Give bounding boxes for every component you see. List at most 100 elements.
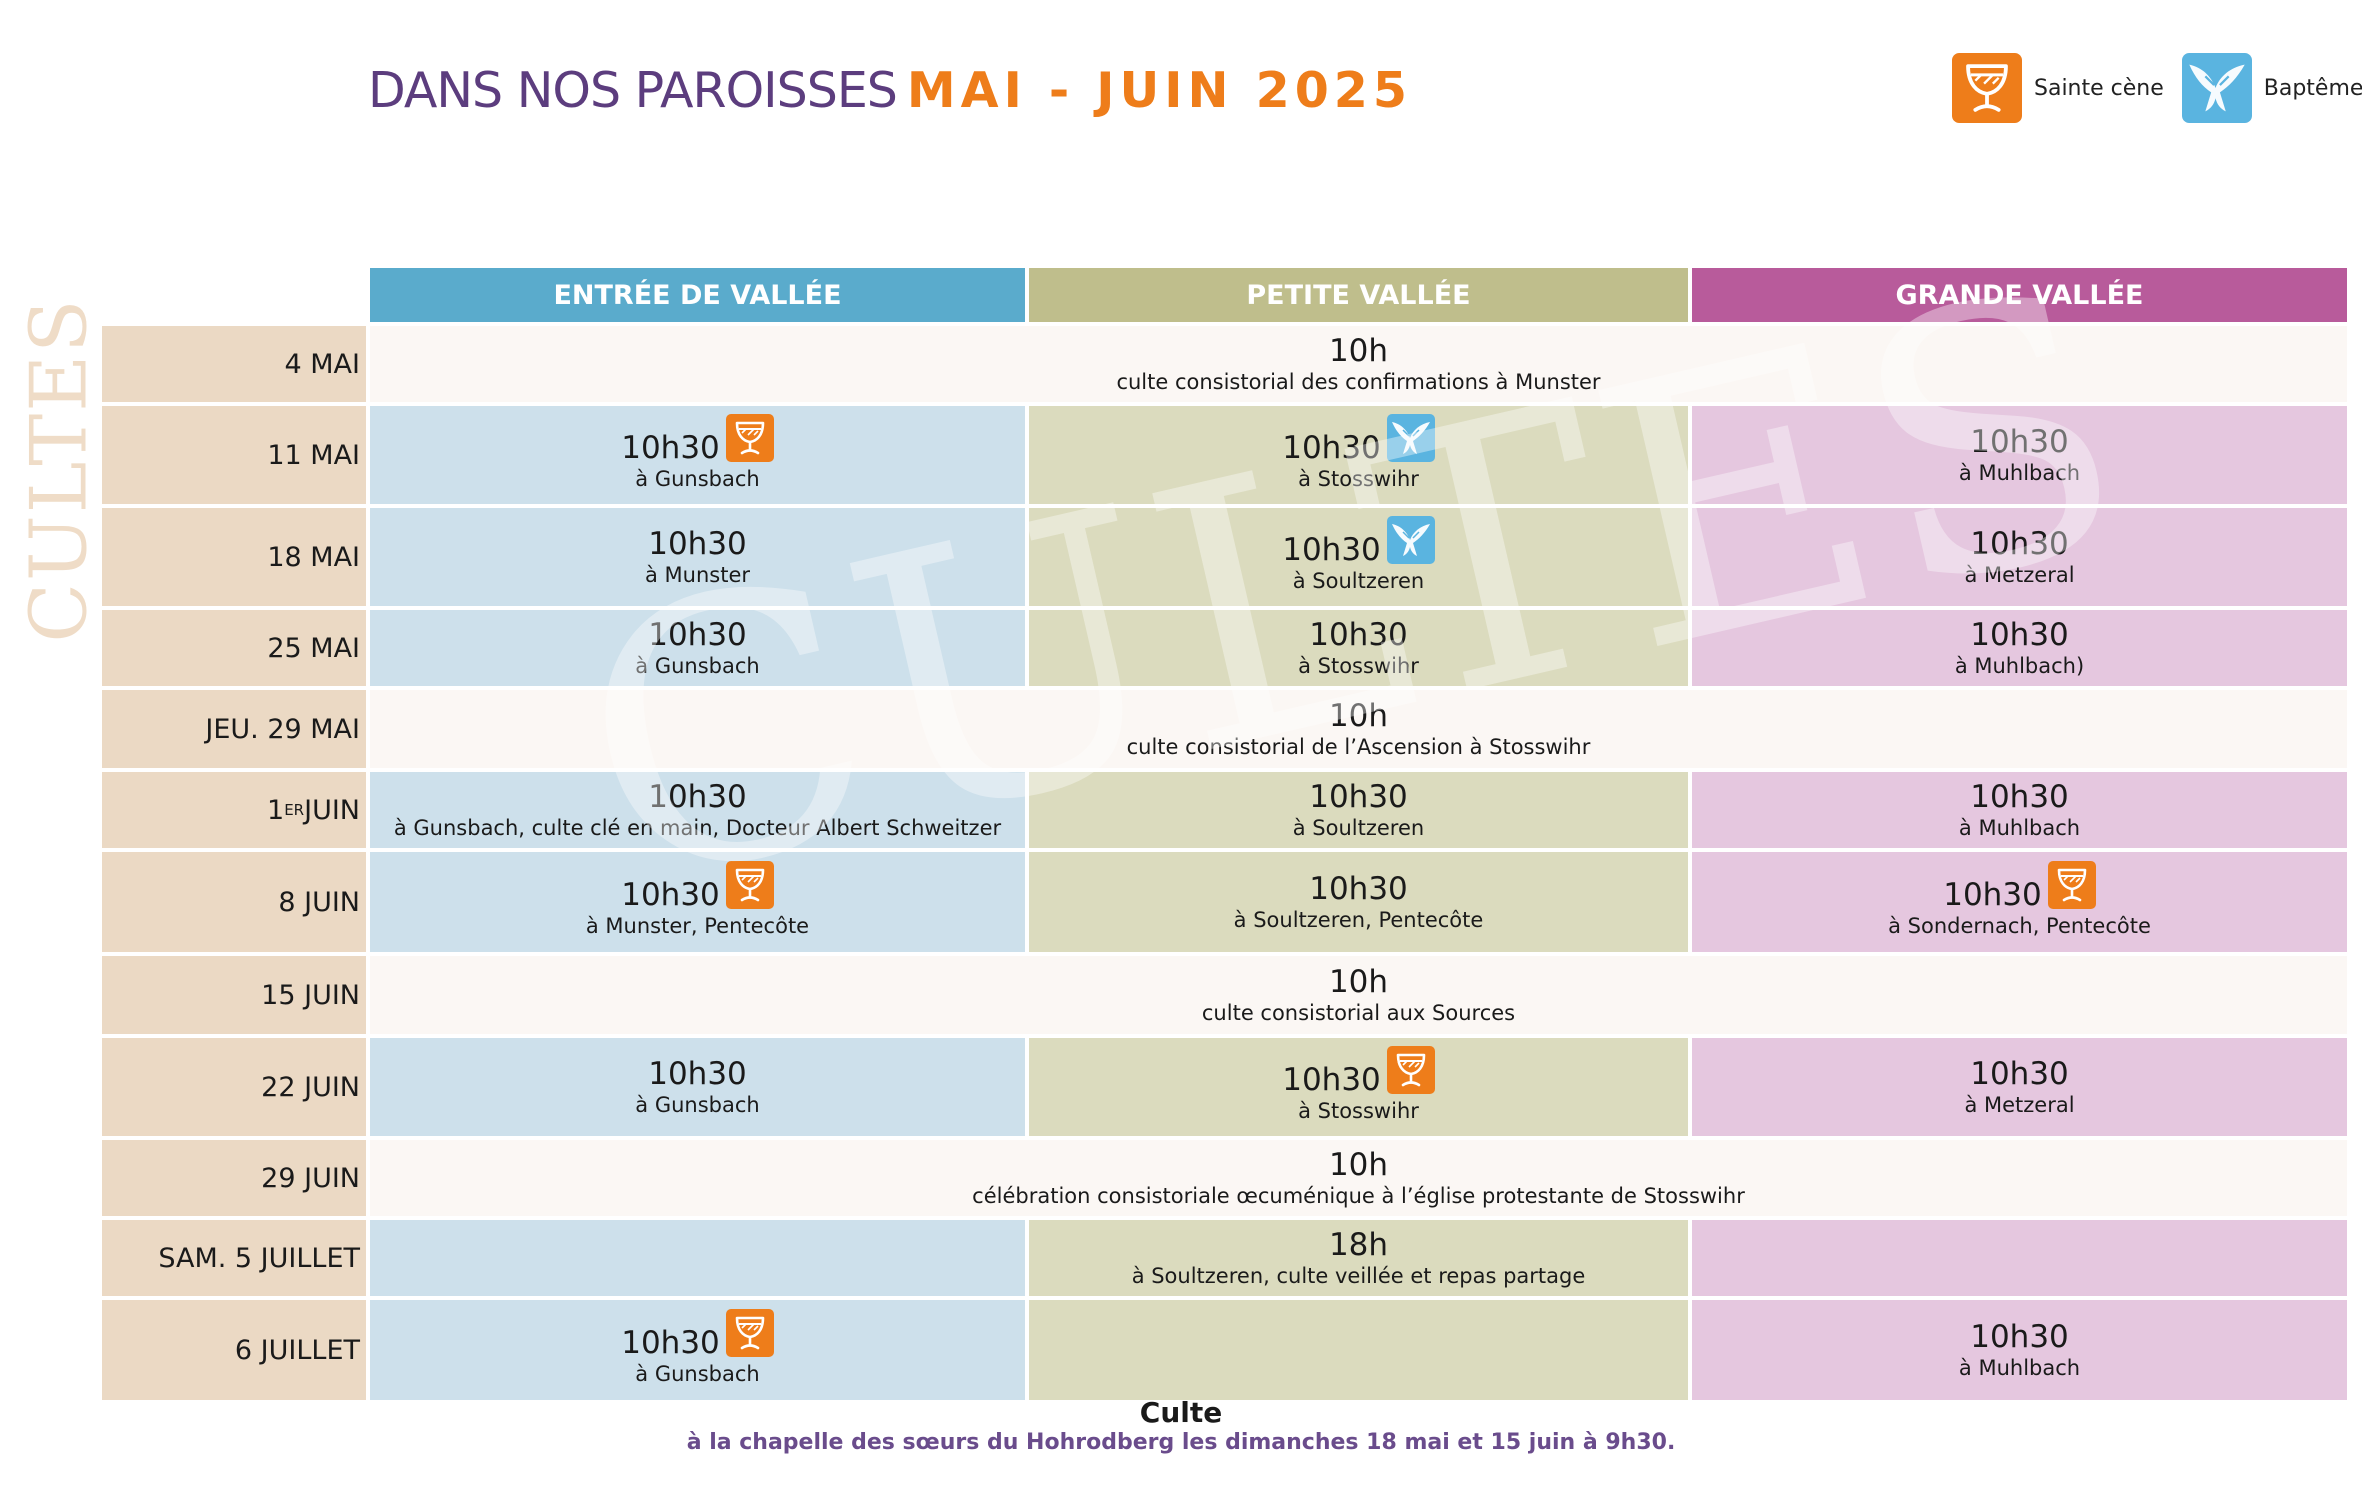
service-location: culte consistorial de l’Ascension à Stos…: [1126, 734, 1591, 759]
cell-petite-vallee: 10h30 à Soultzeren, Pentecôte: [1029, 852, 1688, 952]
row-date: 11 MAI: [102, 406, 366, 504]
page-title: DANS NOS PAROISSES MAI - JUIN 2025: [368, 62, 1412, 119]
service-location: à Stosswihr: [1298, 653, 1419, 678]
service-time: 10h30: [648, 525, 747, 562]
time-row: 10h30: [1282, 413, 1435, 466]
cell-entree-de-vallee: 10h30 à Gunsbach, culte clé en main, Doct…: [370, 772, 1025, 848]
footer-title: Culte: [1139, 1396, 1223, 1429]
service-location: culte consistorial des confirmations à M…: [1116, 369, 1601, 394]
service-location: à Muhlbach: [1958, 1355, 2081, 1380]
time-row: 10h: [1329, 333, 1388, 369]
chalice-icon: [725, 860, 774, 909]
cell-grande-vallee: 10h30 à Muhlbach: [1692, 406, 2347, 504]
service-time: 10h30: [1970, 1055, 2069, 1092]
time-row: 10h: [1329, 964, 1388, 1000]
schedule-grid: ENTRÉE DE VALLÉE PETITE VALLÉE GRANDE VA…: [102, 268, 2347, 1400]
chalice-icon: [1386, 1045, 1435, 1094]
service-location: à Gunsbach, culte clé en main, Docteur A…: [393, 815, 1002, 840]
time-row: 10h30: [1970, 779, 2069, 815]
date-text: 8 JUIN: [278, 886, 360, 918]
title-prefix: DANS NOS PAROISSES: [368, 62, 898, 119]
service-location: à Gunsbach: [635, 1092, 760, 1117]
service-location: à Metzeral: [1964, 1092, 2075, 1117]
service-time: 10h: [1328, 332, 1389, 369]
service-location: à Muhlbach: [1958, 815, 2081, 840]
service-time: 10h30: [1309, 616, 1408, 653]
cell-petite-vallee: 10h30 à Soultzeren: [1029, 772, 1688, 848]
row-date: 15 JUIN: [102, 956, 366, 1034]
service-time: 10h30: [1282, 429, 1381, 466]
cell-entree-de-vallee: 10h30 à Gunsbach: [370, 610, 1025, 686]
service-time: 10h30: [648, 616, 747, 653]
date-superscript: ER: [284, 801, 305, 819]
legend-item-sainte-cene: Sainte cène: [1952, 52, 2164, 124]
date-text: 25 MAI: [267, 632, 360, 664]
consistorial-service-cell: 10h culte consistorial aux Sources: [370, 956, 2347, 1034]
side-label: CULTES: [15, 297, 106, 643]
row-date: 25 MAI: [102, 610, 366, 686]
cell-grande-vallee: [1692, 1220, 2347, 1296]
cell-entree-de-vallee: 10h30 à Gunsbach: [370, 1038, 1025, 1136]
row-date: 1 ER JUIN: [102, 772, 366, 848]
legend-label-sainte-cene: Sainte cène: [2034, 75, 2164, 101]
chalice-icon: [1952, 53, 2022, 123]
cell-petite-vallee: 10h30 à Stosswihr: [1029, 406, 1688, 504]
cell-petite-vallee: 18h à Soultzeren, culte veillée et repas …: [1029, 1220, 1688, 1296]
service-time: 10h30: [648, 778, 747, 815]
service-location: à Munster, Pentecôte: [585, 913, 810, 938]
time-row: 10h30: [1970, 1319, 2069, 1355]
service-location: à Stosswihr: [1298, 466, 1419, 491]
consistorial-service-cell: 10h culte consistorial des confirmations …: [370, 326, 2347, 402]
time-row: 10h30: [648, 617, 747, 653]
service-time: 10h30: [1970, 525, 2069, 562]
service-time: 10h: [1328, 1146, 1389, 1183]
footer-text: à la chapelle des sœurs du Hohrodberg le…: [686, 1430, 1676, 1455]
date-text: 4 MAI: [284, 348, 361, 380]
service-time: 10h30: [1309, 870, 1408, 907]
legend-label-bapteme: Baptême: [2263, 75, 2362, 101]
service-time: 10h30: [1970, 1318, 2069, 1355]
time-row: 10h30: [1970, 1056, 2069, 1092]
time-row: 10h30: [1309, 779, 1408, 815]
cell-grande-vallee: 10h30 à Metzeral: [1692, 1038, 2347, 1136]
dove-icon: [1386, 515, 1435, 564]
column-header-entree-de-vallee: ENTRÉE DE VALLÉE: [370, 268, 1025, 322]
time-row: 10h30: [1970, 424, 2069, 460]
service-time: 10h30: [1970, 778, 2069, 815]
cell-grande-vallee: 10h30 à Muhlbach: [1692, 1300, 2347, 1400]
cell-entree-de-vallee: 10h30 à Gunsbach: [370, 1300, 1025, 1400]
dove-icon: [1386, 413, 1435, 462]
row-date: SAM. 5 JUILLET: [102, 1220, 366, 1296]
dove-icon: [2181, 53, 2252, 123]
service-time: 10h30: [621, 1324, 720, 1361]
date-text: 11 MAI: [267, 439, 360, 471]
service-time: 10h30: [648, 1055, 747, 1092]
service-location: célébration consistoriale œcuménique à l…: [972, 1183, 1745, 1208]
service-location: à Metzeral: [1964, 562, 2075, 587]
time-row: 10h30: [648, 779, 747, 815]
time-row: 10h: [1329, 1147, 1388, 1183]
time-row: 10h30: [1282, 515, 1435, 568]
header-spacer: [102, 268, 366, 322]
cell-grande-vallee: 10h30 à Muhlbach: [1692, 772, 2347, 848]
time-row: 10h30: [1943, 860, 2096, 913]
date-text: SAM. 5 JUILLET: [158, 1242, 360, 1274]
cell-petite-vallee: 10h30 à Soultzeren: [1029, 508, 1688, 606]
row-date: 4 MAI: [102, 326, 366, 402]
chalice-icon: [2047, 860, 2096, 909]
service-time: 10h30: [1282, 1061, 1381, 1098]
service-time: 10h: [1328, 697, 1389, 734]
cell-grande-vallee: 10h30 à Sondernach, Pentecôte: [1692, 852, 2347, 952]
chalice-icon: [725, 1308, 774, 1357]
row-date: 8 JUIN: [102, 852, 366, 952]
row-date: JEU. 29 MAI: [102, 690, 366, 768]
row-date: 22 JUIN: [102, 1038, 366, 1136]
time-row: 10h: [1329, 698, 1388, 734]
consistorial-service-cell: 10h célébration consistoriale œcuménique …: [370, 1140, 2347, 1216]
service-time: 10h: [1328, 963, 1389, 1000]
date-text: 1: [267, 794, 285, 826]
date-text: 15 JUIN: [261, 979, 360, 1011]
time-row: 10h30: [648, 1056, 747, 1092]
service-location: à Gunsbach: [635, 653, 760, 678]
service-location: à Muhlbach): [1954, 653, 2085, 678]
